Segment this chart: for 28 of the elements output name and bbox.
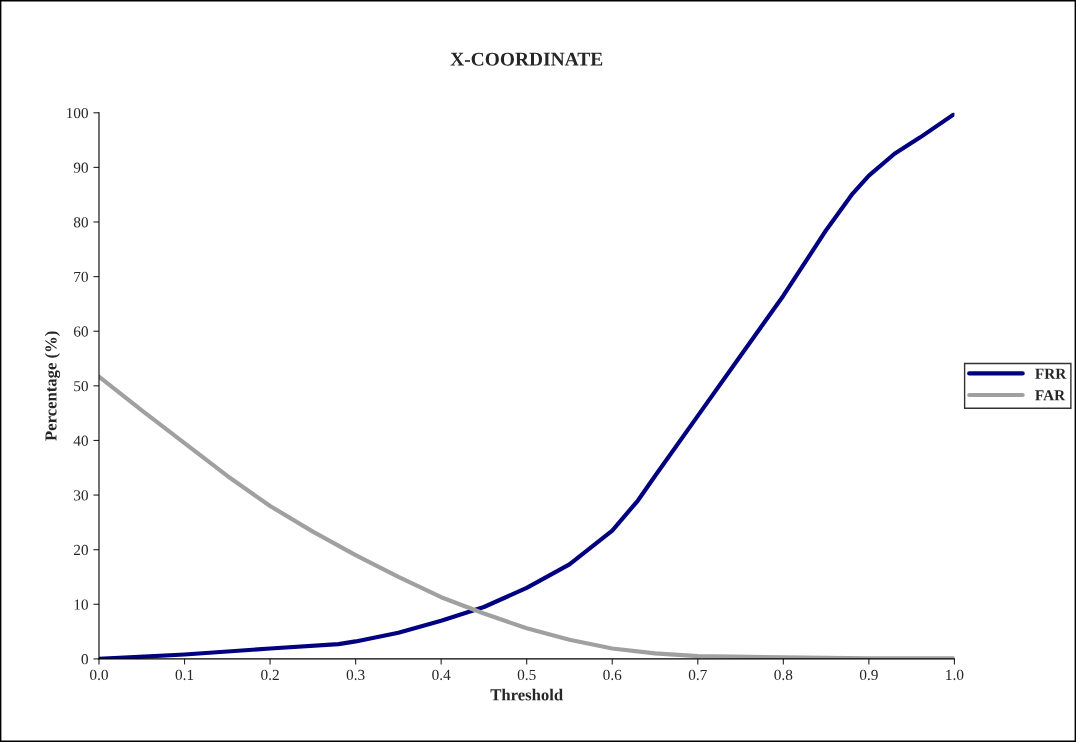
legend-label: FRR <box>1035 368 1067 379</box>
y-axis-title: Percentage (%) <box>44 331 61 441</box>
x-tick-label: 0.9 <box>859 669 878 681</box>
x-tick-label: 0.1 <box>175 669 194 681</box>
y-tick-label: 30 <box>74 490 88 501</box>
y-tick-label: 50 <box>74 380 88 392</box>
x-tick-label: 0.0 <box>90 669 108 681</box>
legend-label: FAR <box>1035 390 1066 401</box>
x-tick-label: 0.8 <box>774 669 793 681</box>
y-tick-label: 20 <box>73 544 88 556</box>
y-tick-label: 40 <box>73 435 88 446</box>
y-tick-label: 100 <box>67 107 88 119</box>
y-tick-label: 70 <box>74 271 88 283</box>
x-tick-label: 0.4 <box>432 669 451 681</box>
y-tick-label: 90 <box>73 162 88 173</box>
chart-title: X-COORDINATE <box>450 52 603 66</box>
x-tick-label: 0.2 <box>261 669 279 681</box>
y-tick-label: 60 <box>73 326 88 337</box>
x-tick-label: 0.7 <box>688 669 707 681</box>
x-tick-label: 0.5 <box>517 669 536 681</box>
x-tick-label: 0.6 <box>603 669 622 681</box>
y-tick-label: 80 <box>73 217 88 228</box>
line-series <box>98 112 955 659</box>
y-tick-label: 10 <box>74 599 88 610</box>
x-axis-title: Threshold <box>490 688 563 701</box>
y-tick-label: 0 <box>81 654 88 665</box>
x-tick-label: 1.0 <box>946 669 964 681</box>
x-tick-label: 0.3 <box>346 669 365 681</box>
